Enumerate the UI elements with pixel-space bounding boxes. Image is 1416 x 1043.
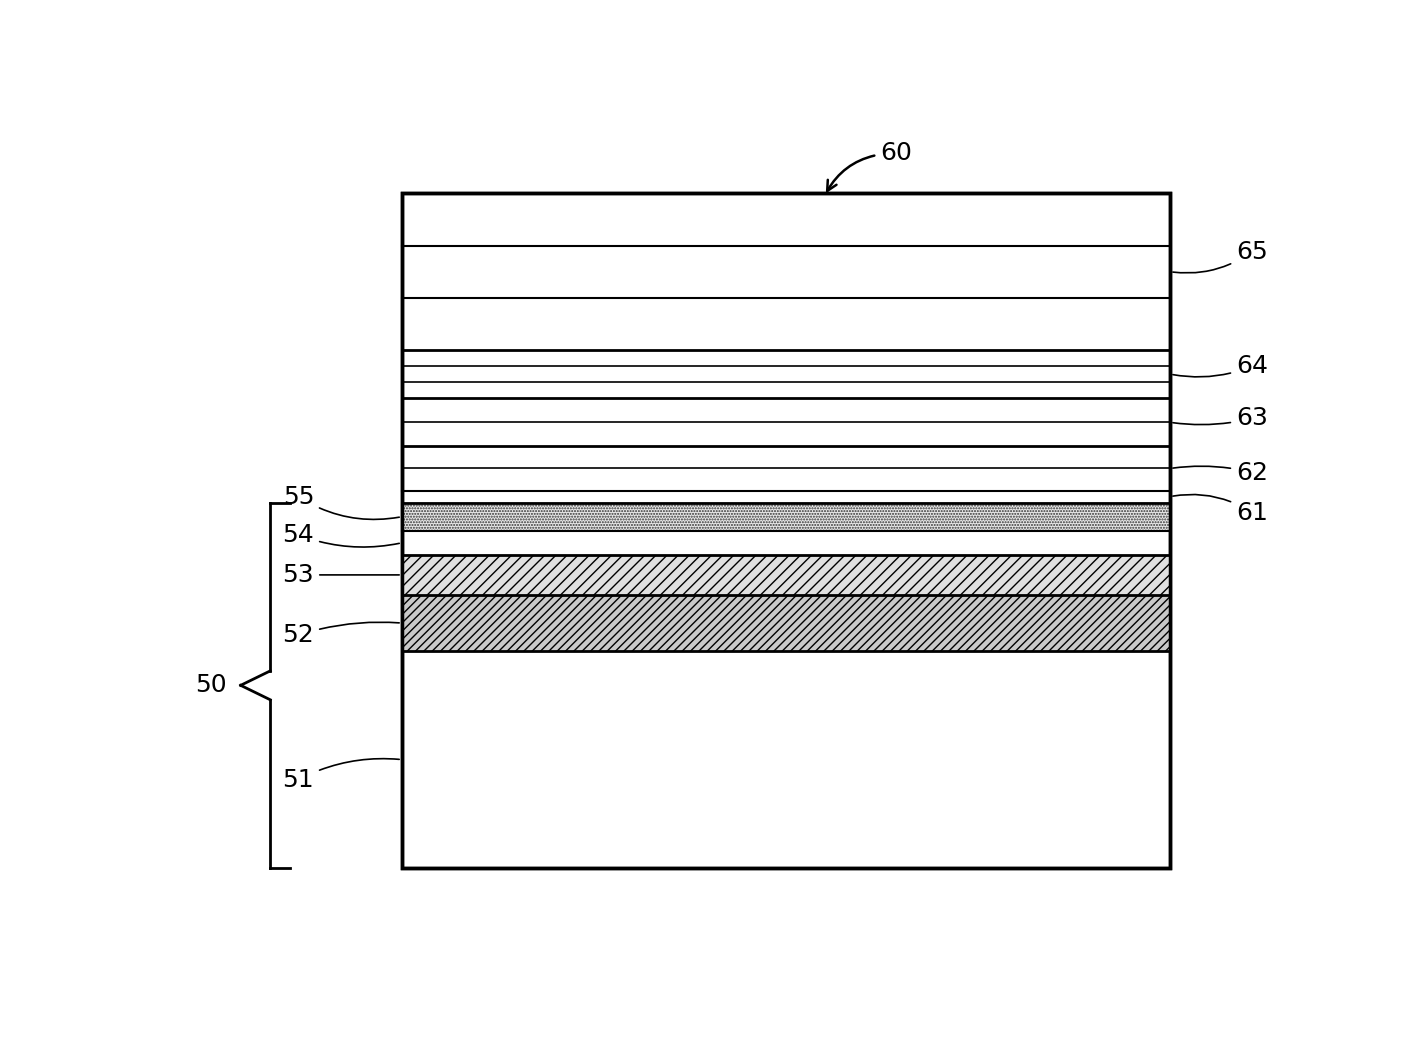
Text: 52: 52 <box>282 623 399 647</box>
Text: 61: 61 <box>1172 494 1267 525</box>
Bar <box>402 555 1170 595</box>
Bar <box>402 595 1170 651</box>
Text: 60: 60 <box>827 141 912 191</box>
Bar <box>402 555 1170 595</box>
Text: 54: 54 <box>282 523 399 548</box>
Bar <box>402 595 1170 651</box>
Bar <box>402 503 1170 531</box>
Bar <box>402 193 1170 868</box>
Text: 64: 64 <box>1172 354 1267 379</box>
Text: 63: 63 <box>1172 407 1267 431</box>
Text: 53: 53 <box>283 563 399 587</box>
Text: 65: 65 <box>1172 240 1267 273</box>
Bar <box>402 193 1170 868</box>
Text: 62: 62 <box>1172 461 1267 485</box>
Text: 50: 50 <box>195 674 227 698</box>
Bar <box>402 503 1170 531</box>
Text: 51: 51 <box>283 758 399 792</box>
Text: 55: 55 <box>283 485 399 519</box>
